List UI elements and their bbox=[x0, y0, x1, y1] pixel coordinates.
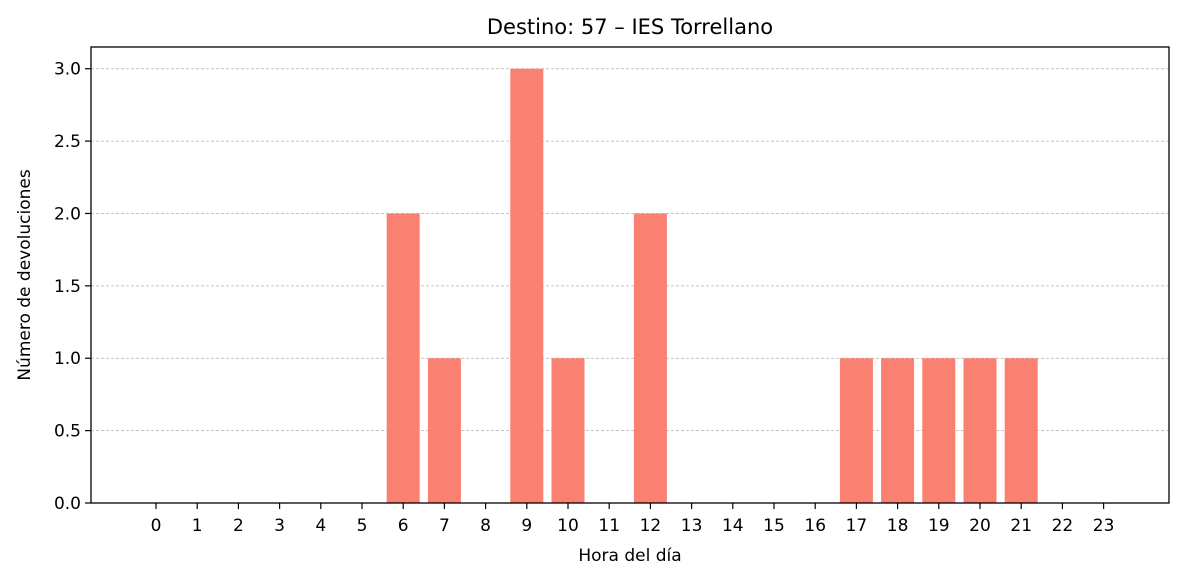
y-axis-ticks: 0.0 0.5 1.0 1.5 2.0 2.5 3.0 bbox=[54, 60, 91, 514]
y-tick-label: 0.0 bbox=[54, 494, 81, 514]
bars bbox=[386, 68, 1038, 503]
x-tick-label: 15 bbox=[763, 516, 785, 536]
bar-hour-12 bbox=[633, 213, 667, 503]
x-tick-label: 8 bbox=[480, 516, 491, 536]
y-tick-label: 2.0 bbox=[54, 204, 81, 224]
x-tick-label: 2 bbox=[233, 516, 244, 536]
x-tick-label: 5 bbox=[357, 516, 368, 536]
bar-hour-18 bbox=[881, 358, 915, 503]
x-axis-ticks: 0 1 2 3 4 5 6 7 8 9 10 11 12 13 14 15 16 17 18 19 20 21 22 23 bbox=[151, 503, 1115, 536]
x-tick-label: 1 bbox=[192, 516, 203, 536]
bar-hour-21 bbox=[1004, 358, 1038, 503]
y-tick-label: 3.0 bbox=[54, 60, 81, 80]
x-tick-label: 3 bbox=[274, 516, 285, 536]
x-tick-label: 13 bbox=[681, 516, 703, 536]
x-tick-label: 16 bbox=[804, 516, 826, 536]
bar-hour-17 bbox=[839, 358, 873, 503]
x-tick-label: 21 bbox=[1010, 516, 1032, 536]
x-tick-label: 20 bbox=[969, 516, 991, 536]
bar-hour-10 bbox=[551, 358, 585, 503]
bar-hour-9 bbox=[510, 68, 544, 503]
x-tick-label: 14 bbox=[722, 516, 744, 536]
bar-hour-7 bbox=[427, 358, 461, 503]
bar-hour-6 bbox=[386, 213, 420, 503]
y-tick-label: 1.5 bbox=[54, 277, 81, 297]
x-tick-label: 19 bbox=[928, 516, 950, 536]
bar-hour-19 bbox=[922, 358, 956, 503]
x-tick-label: 7 bbox=[439, 516, 450, 536]
x-tick-label: 17 bbox=[846, 516, 868, 536]
x-tick-label: 10 bbox=[557, 516, 579, 536]
x-tick-label: 6 bbox=[398, 516, 409, 536]
x-axis-label: Hora del día bbox=[578, 546, 681, 566]
x-tick-label: 22 bbox=[1052, 516, 1074, 536]
x-tick-label: 11 bbox=[598, 516, 620, 536]
plot-frame bbox=[90, 46, 1170, 504]
chart-title: Destino: 57 – IES Torrellano bbox=[487, 15, 773, 39]
y-axis-label: Número de devoluciones bbox=[15, 169, 35, 380]
x-tick-label: 23 bbox=[1093, 516, 1115, 536]
x-tick-label: 12 bbox=[640, 516, 662, 536]
x-tick-label: 0 bbox=[151, 516, 162, 536]
x-tick-label: 9 bbox=[521, 516, 532, 536]
y-tick-label: 1.0 bbox=[54, 349, 81, 369]
y-tick-label: 2.5 bbox=[54, 132, 81, 152]
y-tick-label: 0.5 bbox=[54, 422, 81, 442]
x-tick-label: 18 bbox=[887, 516, 909, 536]
bar-hour-20 bbox=[963, 358, 997, 503]
x-tick-label: 4 bbox=[315, 516, 326, 536]
